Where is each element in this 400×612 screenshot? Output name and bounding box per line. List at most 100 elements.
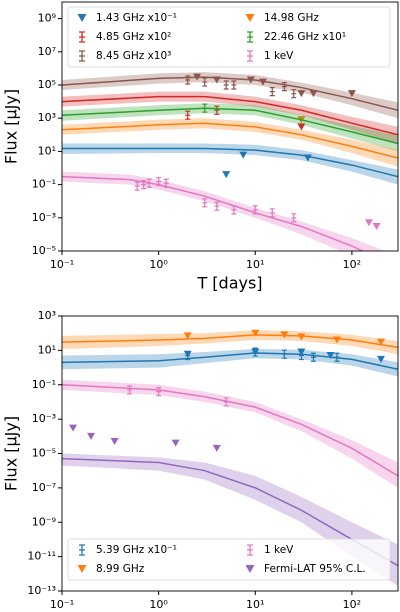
x-tick-label: 10⁰ (149, 598, 168, 611)
upper-limit (347, 90, 356, 98)
model-line (62, 107, 398, 145)
x-tick-label: 10¹ (246, 258, 264, 271)
detection (231, 80, 237, 90)
detection (185, 75, 191, 85)
y-tick-label: 10⁻¹ (32, 378, 56, 391)
legend-marker (77, 14, 87, 22)
upper-limit (87, 432, 96, 440)
y-tick-label: 10⁵ (38, 78, 56, 91)
panel: 10⁻¹ 10⁰ 10¹ 10² 10⁻⁵ 10⁻³ 10⁻¹ 10¹ 10³ 10⁵ 10⁷ 10⁹… (2, 1, 399, 293)
model-line (62, 76, 398, 112)
model-line (62, 95, 398, 136)
y-axis-title: Flux [μJy] (2, 89, 21, 164)
x-tick-label: 10² (343, 598, 361, 611)
detection (214, 105, 220, 115)
legend-label: Fermi-LAT 95% C.L. (264, 563, 366, 575)
detection (214, 201, 220, 211)
upper-limit (251, 348, 260, 356)
legend-label: 22.46 GHz x10¹ (264, 31, 346, 43)
upper-limit (246, 76, 255, 84)
detection (156, 177, 162, 187)
detection (223, 397, 229, 407)
legend-label: 1 keV (264, 50, 294, 62)
legend-box (67, 538, 391, 581)
upper-limit (309, 90, 318, 98)
detection (202, 198, 208, 208)
legend-label: 1.43 GHz x10⁻¹ (96, 12, 177, 24)
upper-limit (364, 219, 373, 227)
confidence-band (62, 349, 398, 377)
y-tick-label: 10⁹ (38, 12, 56, 25)
x-tick-label: 10⁰ (149, 258, 168, 271)
legend-label: 5.39 GHz x10⁻¹ (96, 544, 177, 556)
legend-label: 14.98 GHz (264, 12, 319, 24)
legend-box (67, 6, 391, 68)
y-tick-label: 10¹ (38, 144, 56, 157)
upper-limit (297, 348, 306, 356)
y-tick-label: 10³ (38, 111, 56, 124)
legend-marker (79, 31, 85, 43)
plot-area (62, 329, 398, 586)
y-tick-label: 10⁻³ (32, 412, 56, 425)
model-line (62, 147, 398, 178)
detection (134, 181, 140, 191)
y-tick-label: 10⁻⁵ (32, 447, 56, 460)
detection (141, 180, 147, 190)
detection (127, 385, 133, 395)
y-axis-title: Flux [μJy] (2, 416, 21, 491)
upper-limit (110, 437, 119, 445)
y-tick-label: 10⁻¹¹ (27, 550, 56, 563)
legend-marker (77, 565, 87, 573)
upper-limit (326, 352, 335, 360)
y-tick-label: 10⁻⁷ (32, 481, 56, 494)
legend-marker (247, 50, 253, 62)
upper-limit (171, 439, 180, 447)
detection (185, 110, 191, 120)
upper-limit (297, 90, 306, 98)
legend-marker (79, 50, 85, 62)
upper-limit (183, 350, 192, 358)
upper-limit (193, 73, 202, 81)
upper-limit (258, 78, 267, 86)
y-tick-label: 10⁻⁹ (32, 515, 56, 528)
upper-limit (251, 329, 260, 337)
upper-limit (212, 76, 221, 84)
legend-label: 4.85 GHz x10² (96, 31, 171, 43)
detection (202, 77, 208, 87)
detection (269, 87, 275, 97)
detection (252, 205, 258, 215)
legend-marker (245, 565, 255, 573)
legend-marker (245, 14, 255, 22)
legend-label: 1 keV (264, 544, 294, 556)
y-tick-label: 10¹ (38, 343, 56, 356)
y-tick-label: 10⁻¹ (32, 178, 56, 191)
confidence-band (62, 72, 398, 119)
upper-limit (303, 154, 312, 162)
x-tick-label: 10⁻¹ (50, 598, 74, 611)
axes-frame (61, 1, 399, 252)
y-tick-label: 10⁻⁵ (32, 244, 56, 257)
upper-limit (239, 151, 248, 159)
detection (310, 352, 316, 362)
detection (163, 178, 169, 188)
y-tick-label: 10⁻¹³ (27, 584, 56, 597)
detection (291, 213, 297, 223)
legend-marker (79, 544, 85, 556)
confidence-band (62, 103, 398, 152)
y-tick-label: 10⁷ (38, 45, 56, 58)
upper-limit (376, 338, 385, 346)
legend-marker (247, 544, 253, 556)
upper-limit (297, 333, 306, 341)
legend-label: 8.45 GHz x10³ (96, 50, 171, 62)
x-tick-label: 10⁻¹ (50, 258, 74, 271)
x-tick-label: 10¹ (246, 598, 264, 611)
upper-limit (212, 444, 221, 452)
confidence-band (62, 171, 386, 251)
model-line (62, 122, 398, 159)
detection (281, 82, 287, 92)
upper-limit (372, 222, 381, 230)
upper-limit (332, 336, 341, 344)
confidence-band (62, 143, 398, 185)
detection (334, 352, 340, 362)
